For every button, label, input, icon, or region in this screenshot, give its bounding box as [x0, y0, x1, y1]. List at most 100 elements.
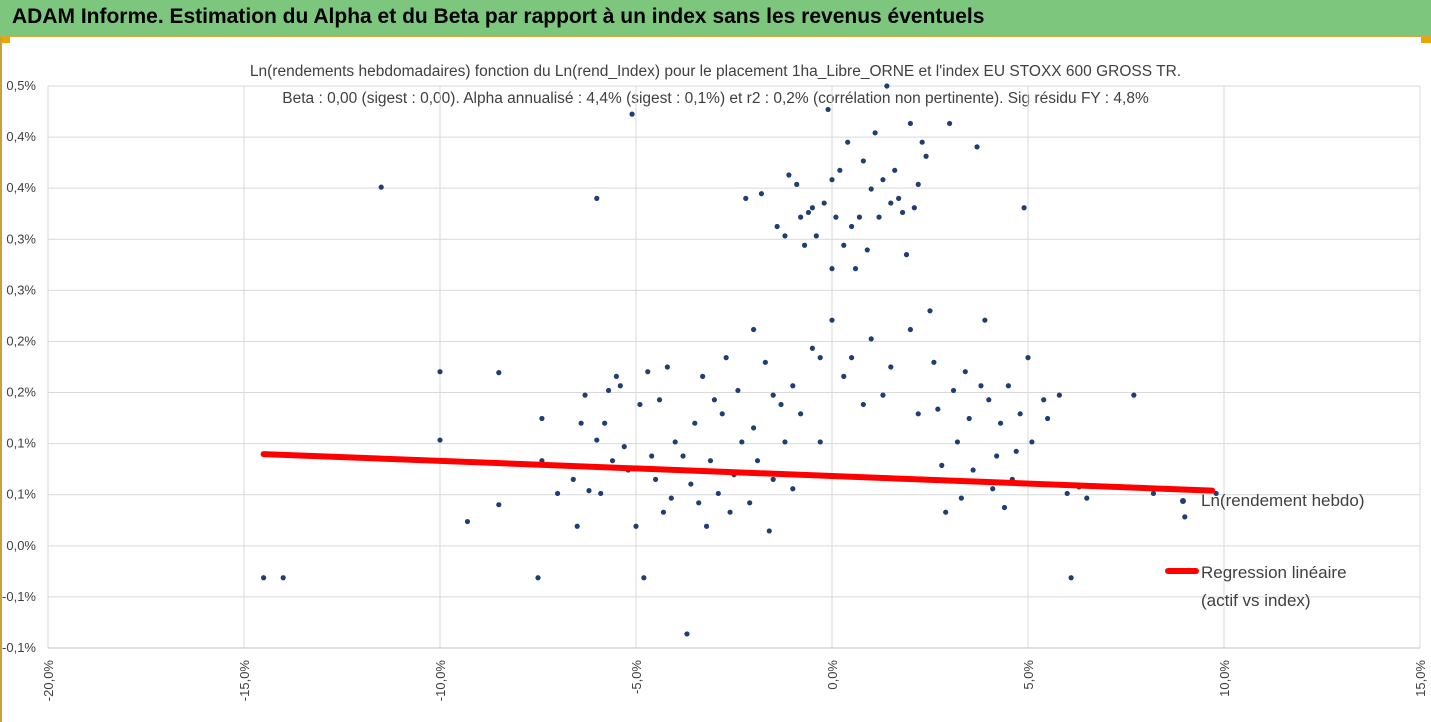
data-point — [613, 373, 620, 379]
data-point — [801, 242, 808, 248]
data-point — [692, 420, 698, 426]
x-tick-label: 5,0% — [1021, 660, 1036, 690]
data-point — [970, 467, 976, 473]
data-point — [437, 437, 443, 443]
data-point — [888, 200, 894, 206]
data-point — [629, 111, 635, 117]
data-point — [672, 439, 678, 445]
data-point — [378, 184, 384, 190]
data-point — [896, 195, 902, 201]
data-point — [782, 233, 788, 239]
data-point — [876, 214, 882, 220]
data-point — [723, 355, 729, 361]
y-tick-label: -0,1% — [2, 589, 36, 604]
data-point — [841, 373, 847, 379]
data-point — [578, 420, 584, 426]
data-point — [1084, 495, 1090, 501]
data-point — [594, 195, 600, 201]
data-point — [829, 177, 835, 183]
data-point — [982, 317, 988, 323]
data-point — [570, 476, 576, 482]
data-point — [860, 158, 866, 164]
data-point — [751, 425, 757, 431]
data-point — [845, 139, 851, 145]
y-tick-label: 0,5% — [6, 78, 36, 93]
data-point — [539, 415, 545, 422]
data-point — [766, 528, 772, 534]
data-point — [1045, 415, 1051, 422]
data-point — [927, 308, 933, 314]
data-point — [535, 575, 541, 581]
data-point — [1131, 392, 1137, 398]
x-tick-label: -10,0% — [433, 660, 448, 702]
data-point — [888, 364, 894, 370]
y-tick-label: 0,4% — [6, 180, 36, 195]
x-tick-label: -20,0% — [41, 660, 56, 702]
data-point — [852, 266, 859, 272]
data-point — [817, 355, 823, 361]
data-point — [794, 181, 800, 187]
data-point — [602, 420, 608, 426]
data-point — [707, 458, 714, 464]
data-point — [966, 415, 972, 422]
data-point — [825, 106, 831, 113]
data-point — [880, 392, 886, 398]
data-point — [809, 205, 816, 211]
data-point — [1064, 490, 1070, 497]
data-point — [849, 223, 855, 230]
data-point — [727, 509, 733, 515]
x-tick-label: -5,0% — [629, 660, 644, 694]
data-point — [464, 518, 471, 525]
data-point — [1068, 575, 1074, 581]
data-point — [688, 481, 694, 487]
data-point — [555, 490, 561, 497]
data-point — [715, 490, 721, 497]
y-tick-label: 0,4% — [6, 129, 36, 144]
data-point — [907, 120, 914, 127]
y-tick-label: 0,1% — [6, 436, 36, 451]
chart-title-line-1: Ln(rendements hebdomadaires) fonction du… — [249, 63, 1182, 80]
legend-marker-points — [1180, 498, 1186, 504]
data-point — [860, 401, 866, 408]
header-banner: ADAM Informe. Estimation du Alpha et du … — [0, 0, 1431, 37]
right-corner-accent — [1421, 37, 1431, 43]
data-point — [915, 181, 921, 187]
x-tick-label: 0,0% — [825, 660, 840, 690]
data-point — [805, 209, 812, 216]
data-point — [1213, 490, 1219, 497]
data-point — [911, 205, 917, 211]
data-point — [829, 266, 835, 272]
data-point — [907, 326, 914, 333]
data-point — [711, 397, 718, 403]
data-point — [1013, 448, 1019, 454]
data-point — [641, 575, 647, 581]
left-corner-accent — [0, 37, 10, 43]
page-title: ADAM Informe. Estimation du Alpha et du … — [12, 5, 985, 28]
data-point — [923, 153, 929, 159]
data-point — [703, 523, 710, 529]
data-point — [696, 500, 702, 506]
data-point — [790, 486, 796, 492]
data-point — [798, 214, 804, 220]
data-point — [809, 345, 816, 351]
data-point — [958, 495, 964, 501]
chart-frame — [0, 37, 1431, 722]
data-point — [758, 191, 765, 197]
data-point — [813, 233, 819, 239]
data-point — [774, 223, 780, 230]
data-point — [778, 401, 784, 408]
y-tick-label: 0,1% — [6, 487, 36, 502]
data-point — [994, 453, 1000, 459]
data-point — [719, 411, 725, 417]
data-point — [1056, 392, 1062, 398]
data-point — [437, 369, 443, 375]
x-tick-label: 10,0% — [1217, 660, 1232, 697]
data-point — [633, 523, 639, 529]
data-point — [735, 387, 741, 394]
data-point — [997, 420, 1004, 426]
data-point — [609, 458, 616, 464]
data-point — [829, 317, 835, 323]
data-point — [821, 200, 827, 206]
data-point — [762, 359, 768, 365]
data-point — [1150, 490, 1157, 497]
